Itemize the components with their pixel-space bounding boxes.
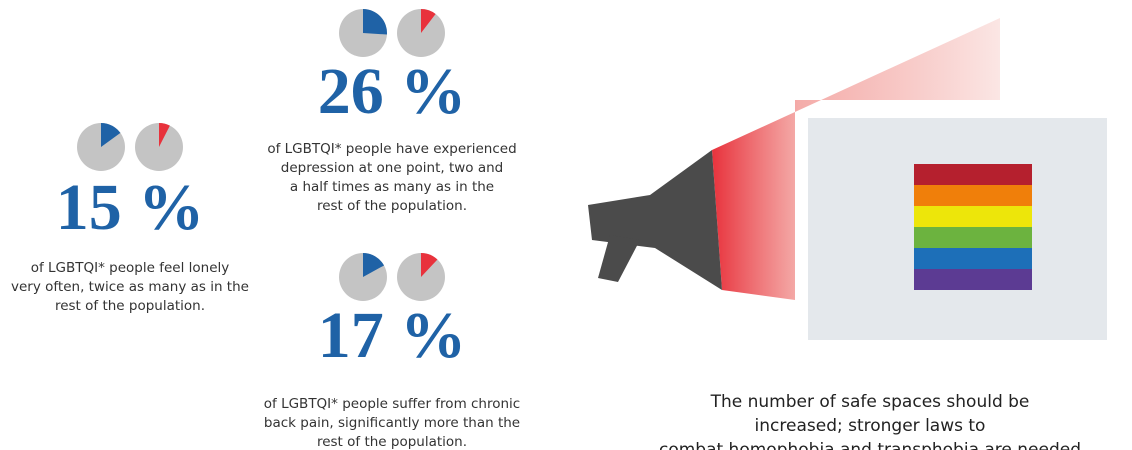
rainbow-flag bbox=[914, 164, 1032, 290]
pie-slice bbox=[159, 123, 170, 147]
stat-description: a half times as many as in the bbox=[290, 179, 494, 195]
pie-slice bbox=[421, 253, 438, 277]
stat-description: back pain, significantly more than the bbox=[264, 415, 520, 431]
megaphone bbox=[588, 150, 722, 290]
stat-description: of LGBTQI* people have experienced bbox=[267, 141, 516, 157]
pie-slice bbox=[101, 123, 121, 147]
stat-description: rest of the population. bbox=[317, 434, 467, 450]
pie-slice bbox=[363, 253, 385, 277]
stat-description: of LGBTQI* people suffer from chronic bbox=[264, 396, 520, 412]
pie-slice bbox=[363, 9, 387, 35]
stat-description: depression at one point, two and bbox=[281, 160, 504, 176]
message-line: increased; stronger laws to bbox=[755, 416, 986, 436]
stat-description: rest of the population. bbox=[55, 298, 205, 314]
stat-description: rest of the population. bbox=[317, 198, 467, 214]
stat-number: 15 % bbox=[56, 171, 205, 244]
message-line: combat homophobia and transphobia are ne… bbox=[659, 440, 1081, 450]
stat-number: 17 % bbox=[318, 299, 467, 372]
pie-slice bbox=[421, 9, 436, 33]
stat-description: of LGBTQI* people feel lonely bbox=[31, 260, 230, 276]
message-line: The number of safe spaces should be bbox=[710, 392, 1030, 412]
light-beam bbox=[712, 18, 1000, 300]
stat-description: very often, twice as many as in the bbox=[11, 279, 249, 295]
stat-number: 26 % bbox=[318, 55, 467, 128]
